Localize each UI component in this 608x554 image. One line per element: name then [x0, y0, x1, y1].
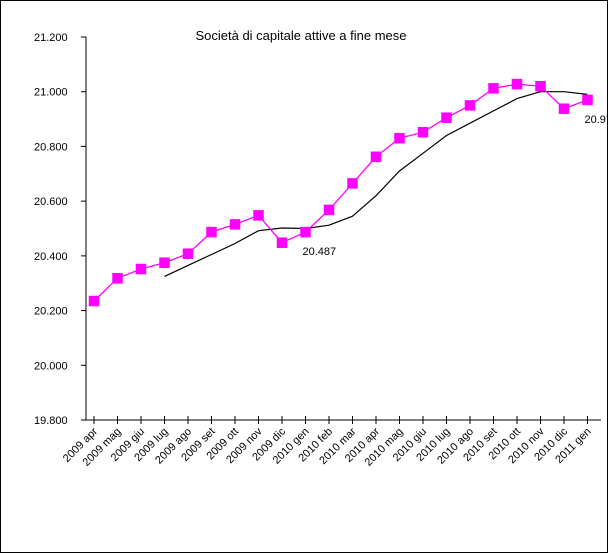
data-point-6 [230, 219, 240, 229]
data-point-8 [277, 238, 287, 248]
y-tick-label-5: 20.800 [34, 141, 68, 153]
data-point-15 [442, 113, 452, 123]
y-tick-label-2: 20.200 [34, 306, 68, 318]
y-tick-label-6: 21.000 [34, 87, 68, 99]
series-line [94, 84, 588, 301]
data-point-1 [113, 273, 123, 283]
data-point-20 [559, 104, 569, 114]
series-layer [89, 79, 593, 306]
data-label-0: 20.487 [303, 246, 337, 258]
y-tick-label-3: 20.400 [34, 251, 68, 263]
chart-title: Società di capitale attive a fine mese [195, 28, 406, 43]
data-point-3 [160, 258, 170, 268]
y-tick-label-7: 21.200 [34, 32, 68, 44]
data-point-16 [465, 100, 475, 110]
data-point-2 [136, 264, 146, 274]
data-point-5 [207, 227, 217, 237]
trend-line [165, 92, 588, 277]
data-point-19 [536, 81, 546, 91]
data-label-1: 20.970 [585, 114, 608, 126]
y-tick-label-1: 20.000 [34, 360, 68, 372]
data-point-17 [489, 83, 499, 93]
data-point-4 [183, 249, 193, 259]
data-point-7 [254, 210, 264, 220]
data-point-10 [324, 205, 334, 215]
data-point-18 [512, 79, 522, 89]
data-point-21 [583, 95, 593, 105]
data-point-13 [395, 133, 405, 143]
data-point-14 [418, 127, 428, 137]
y-tick-label-4: 20.600 [34, 196, 68, 208]
data-point-0 [89, 296, 99, 306]
data-point-11 [348, 178, 358, 188]
trend-line-layer [165, 92, 588, 277]
y-tick-label-0: 19.800 [34, 415, 68, 427]
data-point-9 [301, 227, 311, 237]
data-point-12 [371, 152, 381, 162]
